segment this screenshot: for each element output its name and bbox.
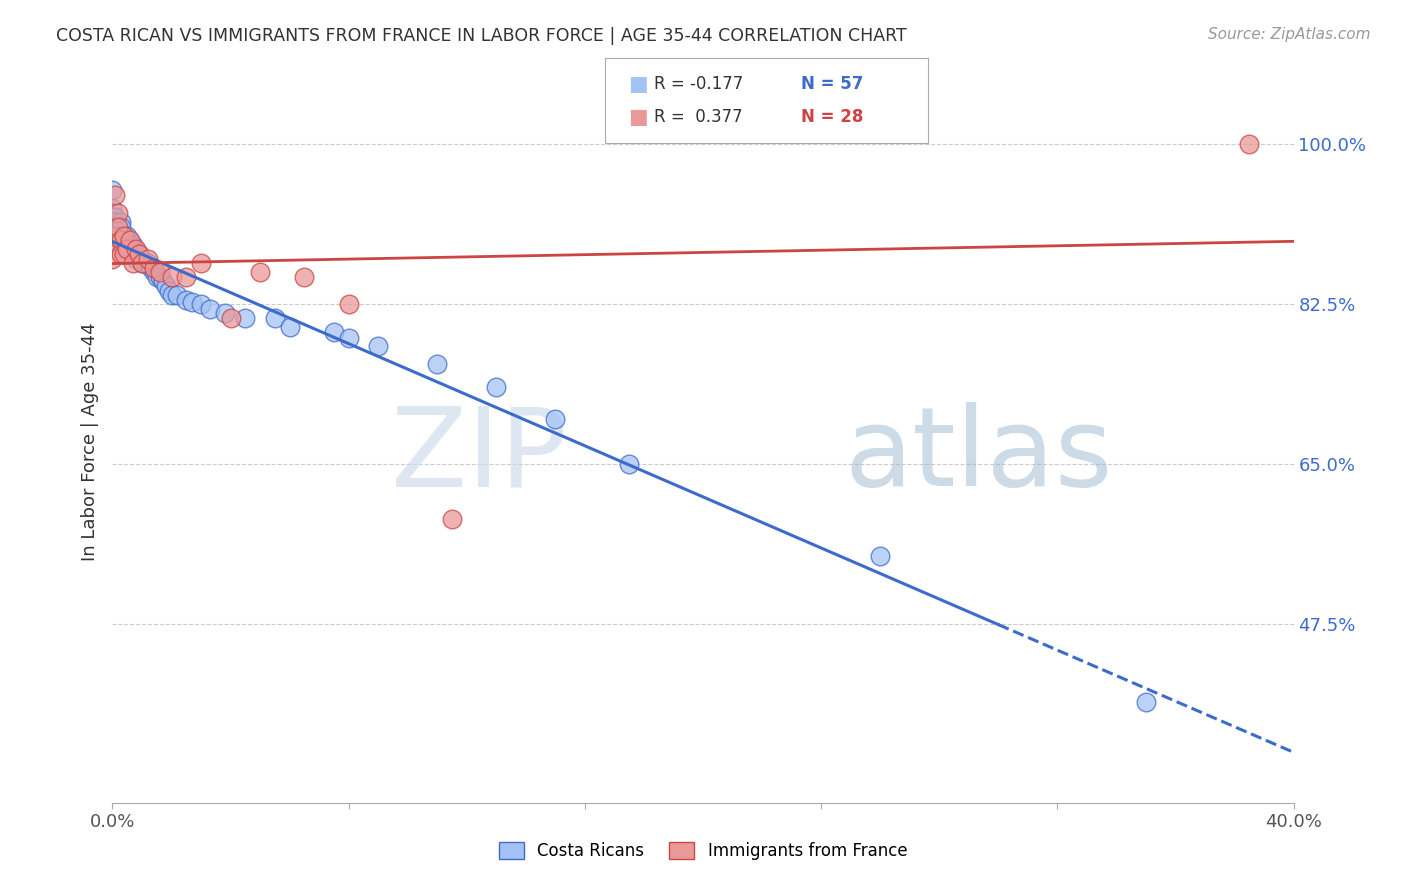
Point	[101, 202, 124, 216]
Point	[619, 458, 641, 472]
Text: N = 57: N = 57	[801, 75, 863, 93]
Point	[112, 243, 135, 257]
Point	[101, 252, 124, 266]
Text: ■: ■	[628, 74, 648, 94]
Point	[125, 252, 148, 266]
Point	[104, 215, 127, 229]
Point	[107, 224, 129, 238]
Point	[146, 269, 169, 284]
Point	[104, 187, 127, 202]
Text: atlas: atlas	[845, 402, 1114, 509]
Point	[214, 306, 236, 320]
Point	[233, 311, 256, 326]
Point	[104, 228, 127, 243]
Text: Source: ZipAtlas.com: Source: ZipAtlas.com	[1208, 27, 1371, 42]
Point	[131, 256, 153, 270]
Point	[174, 269, 197, 284]
Point	[128, 247, 150, 261]
Text: ZIP: ZIP	[391, 402, 567, 509]
Point	[149, 269, 172, 284]
Point	[110, 233, 132, 247]
Point	[426, 357, 449, 371]
Point	[120, 238, 142, 252]
Point	[190, 297, 212, 311]
Point	[149, 265, 172, 279]
Point	[160, 288, 183, 302]
Legend: Costa Ricans, Immigrants from France: Costa Ricans, Immigrants from France	[492, 835, 914, 867]
Text: COSTA RICAN VS IMMIGRANTS FROM FRANCE IN LABOR FORCE | AGE 35-44 CORRELATION CHA: COSTA RICAN VS IMMIGRANTS FROM FRANCE IN…	[56, 27, 907, 45]
Point	[337, 331, 360, 345]
Y-axis label: In Labor Force | Age 35-44: In Labor Force | Age 35-44	[80, 322, 98, 561]
Point	[367, 338, 389, 352]
Point	[122, 243, 145, 257]
Point	[292, 269, 315, 284]
Point	[120, 243, 142, 257]
Point	[139, 260, 162, 275]
Point	[152, 275, 174, 289]
Point	[104, 211, 127, 225]
Point	[1239, 137, 1261, 152]
Point	[110, 247, 132, 261]
Point	[101, 211, 124, 225]
Point	[110, 233, 132, 247]
Point	[122, 238, 145, 252]
Point	[544, 411, 567, 425]
Point	[112, 228, 135, 243]
Point	[128, 247, 150, 261]
Point	[122, 256, 145, 270]
Point	[136, 256, 159, 270]
Point	[112, 233, 135, 247]
Point	[117, 228, 138, 243]
Point	[134, 256, 156, 270]
Point	[160, 269, 183, 284]
Point	[110, 215, 132, 229]
Point	[104, 219, 127, 234]
Point	[485, 379, 508, 393]
Point	[190, 256, 212, 270]
Point	[107, 228, 129, 243]
Point	[112, 238, 135, 252]
Point	[101, 238, 124, 252]
Point	[181, 294, 204, 309]
Point	[174, 293, 197, 307]
Point	[441, 512, 464, 526]
Point	[264, 311, 287, 326]
Point	[131, 256, 153, 270]
Point	[125, 243, 148, 257]
Point	[323, 325, 346, 339]
Point	[107, 238, 129, 252]
Point	[142, 260, 165, 275]
Text: R =  0.377: R = 0.377	[654, 108, 742, 126]
Point	[136, 252, 159, 266]
Point	[278, 320, 301, 334]
Point	[198, 301, 221, 316]
Point	[112, 247, 135, 261]
Point	[110, 228, 132, 243]
Point	[117, 238, 138, 252]
Text: ■: ■	[628, 107, 648, 127]
Point	[107, 233, 129, 247]
Point	[125, 247, 148, 261]
Text: R = -0.177: R = -0.177	[654, 75, 742, 93]
Point	[101, 183, 124, 197]
Point	[117, 243, 138, 257]
Point	[120, 233, 142, 247]
Point	[131, 252, 153, 266]
Point	[155, 279, 177, 293]
Point	[166, 288, 188, 302]
Point	[249, 265, 271, 279]
Point	[869, 549, 891, 563]
Point	[219, 311, 242, 326]
Point	[107, 206, 129, 220]
Text: N = 28: N = 28	[801, 108, 863, 126]
Point	[117, 233, 138, 247]
Point	[107, 219, 129, 234]
Point	[1135, 695, 1157, 709]
Point	[110, 219, 132, 234]
Point	[337, 297, 360, 311]
Point	[142, 265, 165, 279]
Point	[157, 284, 180, 298]
